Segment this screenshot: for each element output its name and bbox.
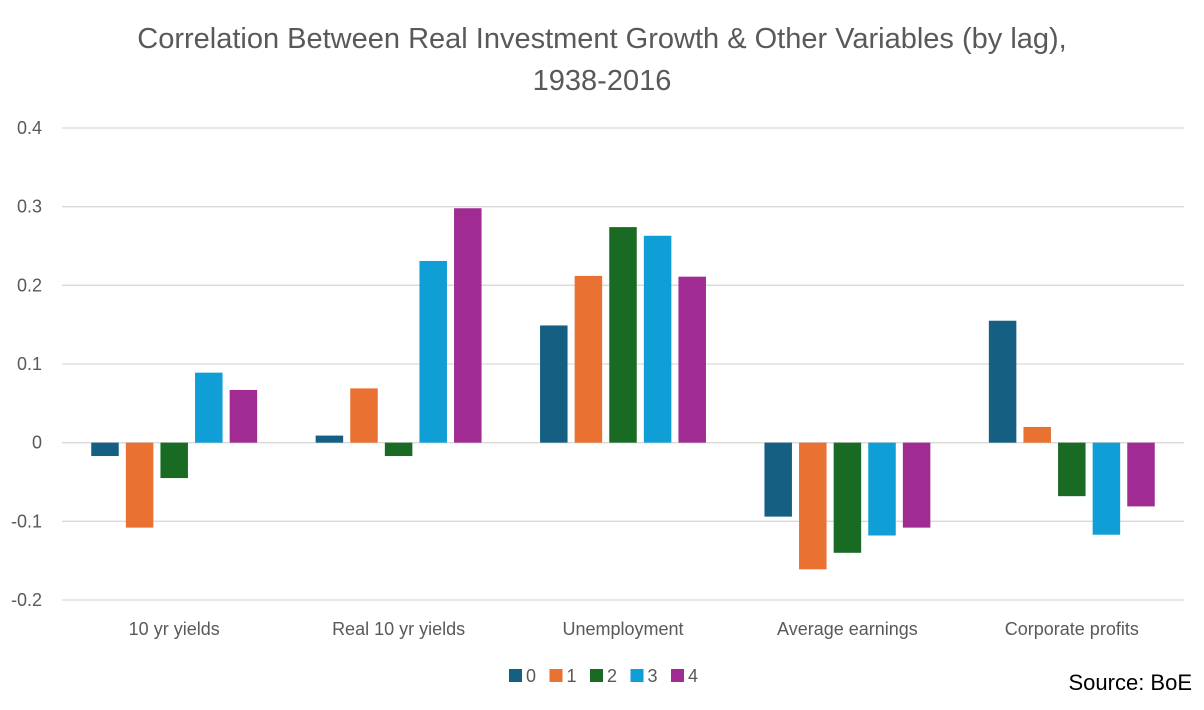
legend-swatch-4 xyxy=(671,669,684,682)
bar-corporate-profits-lag-3 xyxy=(1092,442,1121,535)
bar-average-earnings-lag-2 xyxy=(833,442,862,553)
bar-unemployment-lag-0 xyxy=(540,325,568,443)
bar-real-10-yr-yields-lag-0 xyxy=(315,435,344,443)
bar-corporate-profits-lag-0 xyxy=(988,320,1017,443)
bar-real-10-yr-yields-lag-2 xyxy=(384,442,413,457)
legend-label: 2 xyxy=(607,666,617,686)
chart-title: Correlation Between Real Investment Grow… xyxy=(137,23,1067,97)
legend: 0 1 2 3 4 xyxy=(509,666,698,686)
legend-swatch-3 xyxy=(630,669,644,682)
bar-real-10-yr-yields-lag-4 xyxy=(454,208,482,443)
y-tick-label: 0.4 xyxy=(17,118,42,138)
legend-swatch-0 xyxy=(509,669,522,682)
x-tick-label: Corporate profits xyxy=(1005,619,1139,639)
y-axis-ticks: 0.4 0.3 0.2 0.1 0 -0.1 -0.2 xyxy=(11,118,42,610)
bar-average-earnings-lag-3 xyxy=(868,442,896,536)
bars xyxy=(91,208,1155,570)
y-tick-label: 0.1 xyxy=(17,354,42,374)
bar-unemployment-lag-3 xyxy=(643,235,672,443)
y-tick-label: -0.1 xyxy=(11,511,42,531)
x-tick-label: 10 yr yields xyxy=(129,619,220,639)
y-tick-label: 0 xyxy=(32,433,42,453)
bar-10-yr-yields-lag-3 xyxy=(195,372,223,443)
x-axis-labels: 10 yr yields Real 10 yr yields Unemploymen… xyxy=(129,619,1139,639)
legend-label: 0 xyxy=(526,666,536,686)
y-tick-label: 0.2 xyxy=(17,275,42,295)
bar-10-yr-yields-lag-2 xyxy=(160,442,188,479)
bar-real-10-yr-yields-lag-1 xyxy=(350,388,378,443)
bar-real-10-yr-yields-lag-3 xyxy=(419,260,447,443)
legend-label: 3 xyxy=(648,666,658,686)
legend-label: 4 xyxy=(688,666,698,686)
bar-average-earnings-lag-0 xyxy=(764,442,792,517)
source-note: Source: BoE xyxy=(1068,670,1192,695)
x-tick-label: Average earnings xyxy=(777,619,918,639)
bar-unemployment-lag-1 xyxy=(574,275,603,443)
bar-average-earnings-lag-4 xyxy=(902,442,931,528)
legend-swatch-1 xyxy=(549,669,563,682)
bar-corporate-profits-lag-2 xyxy=(1058,442,1086,497)
legend-label: 1 xyxy=(567,666,577,686)
y-tick-label: -0.2 xyxy=(11,590,42,610)
bar-10-yr-yields-lag-0 xyxy=(91,442,119,457)
bar-average-earnings-lag-1 xyxy=(799,442,827,570)
legend-swatch-2 xyxy=(590,669,603,682)
bar-corporate-profits-lag-4 xyxy=(1127,442,1155,507)
x-tick-label: Real 10 yr yields xyxy=(332,619,465,639)
y-tick-label: 0.3 xyxy=(17,197,42,217)
bar-10-yr-yields-lag-1 xyxy=(125,442,154,528)
x-tick-label: Unemployment xyxy=(562,619,683,639)
bar-unemployment-lag-4 xyxy=(678,276,706,443)
bar-unemployment-lag-2 xyxy=(609,227,637,443)
bar-10-yr-yields-lag-4 xyxy=(229,389,258,443)
bar-corporate-profits-lag-1 xyxy=(1023,426,1051,443)
